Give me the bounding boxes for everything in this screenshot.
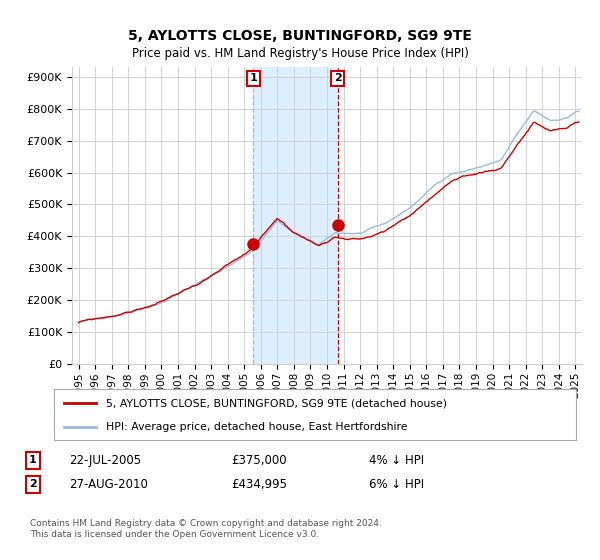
Text: 2: 2	[29, 479, 37, 489]
Text: 27-AUG-2010: 27-AUG-2010	[69, 478, 148, 491]
Text: 5, AYLOTTS CLOSE, BUNTINGFORD, SG9 9TE (detached house): 5, AYLOTTS CLOSE, BUNTINGFORD, SG9 9TE (…	[106, 398, 447, 408]
Bar	[253, 67, 338, 364]
Text: 2: 2	[334, 73, 341, 83]
Text: HPI: Average price, detached house, East Hertfordshire: HPI: Average price, detached house, East…	[106, 422, 408, 432]
Text: 6% ↓ HPI: 6% ↓ HPI	[369, 478, 424, 491]
Text: Contains HM Land Registry data © Crown copyright and database right 2024.
This d: Contains HM Land Registry data © Crown c…	[30, 520, 382, 539]
Text: 5, AYLOTTS CLOSE, BUNTINGFORD, SG9 9TE: 5, AYLOTTS CLOSE, BUNTINGFORD, SG9 9TE	[128, 29, 472, 44]
Text: Price paid vs. HM Land Registry's House Price Index (HPI): Price paid vs. HM Land Registry's House …	[131, 46, 469, 60]
Text: 22-JUL-2005: 22-JUL-2005	[69, 454, 141, 467]
Text: 4% ↓ HPI: 4% ↓ HPI	[369, 454, 424, 467]
Text: £434,995: £434,995	[231, 478, 287, 491]
Text: 1: 1	[250, 73, 257, 83]
Text: 1: 1	[29, 455, 37, 465]
Text: £375,000: £375,000	[231, 454, 287, 467]
